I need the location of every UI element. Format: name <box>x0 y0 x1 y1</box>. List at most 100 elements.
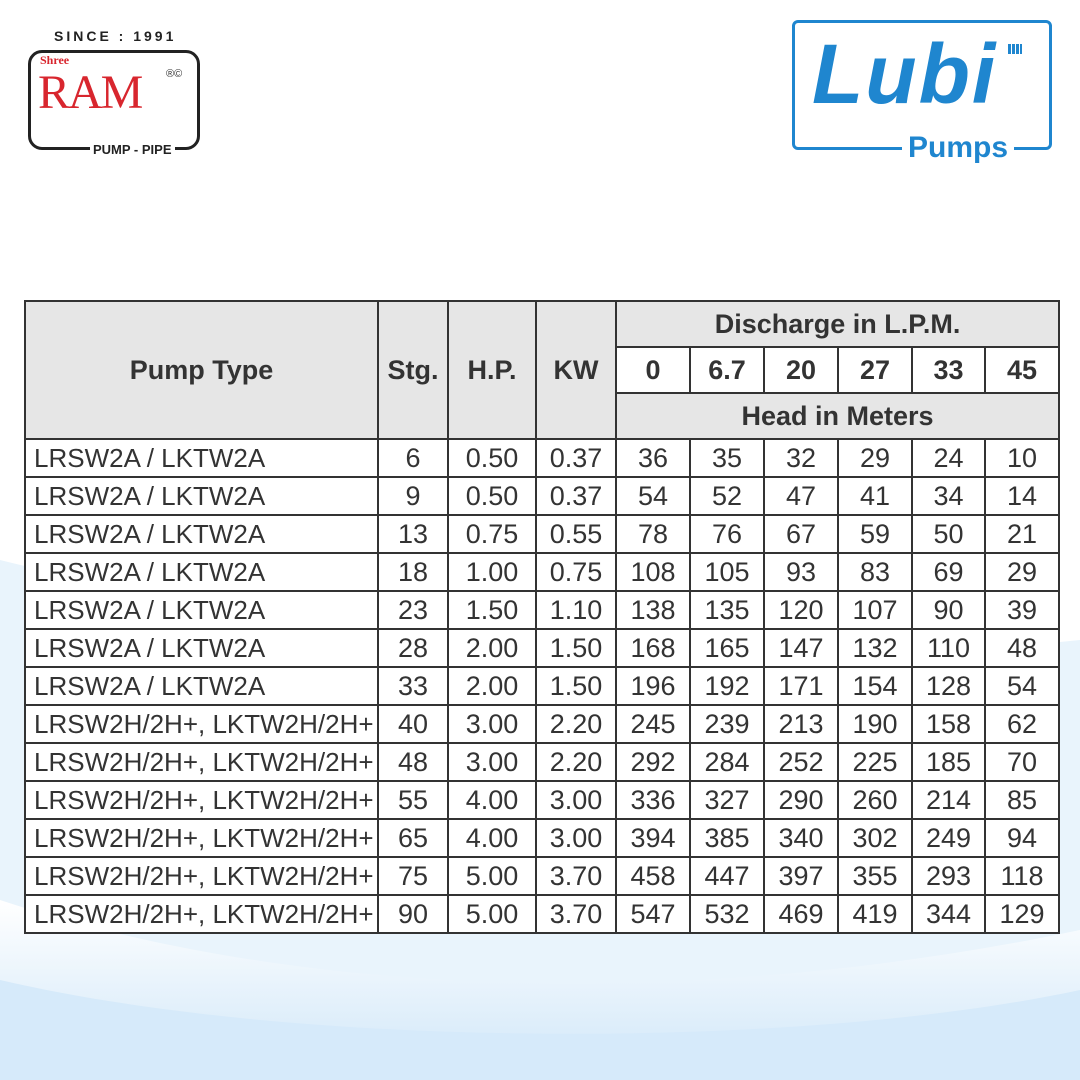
discharge-value: 33 <box>911 346 986 394</box>
stg-cell: 28 <box>377 628 449 668</box>
head-cell: 35 <box>689 438 765 478</box>
head-cell: 24 <box>911 438 986 478</box>
pump-type-cell: LRSW2H/2H+, LKTW2H/2H+ <box>24 780 379 820</box>
stg-cell: 65 <box>377 818 449 858</box>
kw-cell: 0.37 <box>535 438 617 478</box>
head-cell: 284 <box>689 742 765 782</box>
stg-cell: 23 <box>377 590 449 630</box>
hp-cell: 2.00 <box>447 628 537 668</box>
hp-cell: 4.00 <box>447 780 537 820</box>
kw-cell: 3.00 <box>535 818 617 858</box>
hp-cell: 3.00 <box>447 742 537 782</box>
head-cell: 29 <box>983 552 1061 592</box>
head-cell: 252 <box>763 742 839 782</box>
head-cell: 39 <box>983 590 1061 630</box>
head-cell: 52 <box>689 476 765 516</box>
table-row: LRSW2A / LKTW2A 6 0.50 0.37 36 35 32 29 24 10 <box>24 438 1061 478</box>
stg-cell: 55 <box>377 780 449 820</box>
stg-cell: 13 <box>377 514 449 554</box>
stg-cell: 40 <box>377 704 449 744</box>
table-row: LRSW2H/2H+, LKTW2H/2H+ 48 3.00 2.20 292 284 25… <box>24 742 1061 782</box>
head-cell: 118 <box>983 856 1061 896</box>
kw-cell: 0.75 <box>535 552 617 592</box>
table-row: LRSW2H/2H+, LKTW2H/2H+ 90 5.00 3.70 547 532 46… <box>24 894 1061 934</box>
head-cell: 135 <box>689 590 765 630</box>
head-cell: 54 <box>983 666 1061 706</box>
header-kw: KW <box>535 300 617 440</box>
head-cell: 129 <box>983 894 1061 934</box>
head-cell: 344 <box>911 894 986 934</box>
head-cell: 107 <box>837 590 913 630</box>
head-cell: 132 <box>837 628 913 668</box>
table-row: LRSW2A / LKTW2A 33 2.00 1.50 196 192 171 154 128… <box>24 666 1061 706</box>
head-cell: 85 <box>983 780 1061 820</box>
head-cell: 547 <box>615 894 691 934</box>
head-cell: 48 <box>983 628 1061 668</box>
stg-cell: 6 <box>377 438 449 478</box>
head-cell: 260 <box>837 780 913 820</box>
head-cell: 83 <box>837 552 913 592</box>
head-cell: 171 <box>763 666 839 706</box>
kw-cell: 3.70 <box>535 894 617 934</box>
hp-cell: 5.00 <box>447 856 537 896</box>
table-row: LRSW2A / LKTW2A 9 0.50 0.37 54 52 47 41 34 14 <box>24 476 1061 516</box>
head-cell: 165 <box>689 628 765 668</box>
head-cell: 532 <box>689 894 765 934</box>
pump-type-cell: LRSW2H/2H+, LKTW2H/2H+ <box>24 894 379 934</box>
pump-type-cell: LRSW2A / LKTW2A <box>24 666 379 706</box>
logo-pumps: Pumps <box>902 132 1015 164</box>
stg-cell: 48 <box>377 742 449 782</box>
kw-cell: 0.55 <box>535 514 617 554</box>
head-cell: 447 <box>689 856 765 896</box>
head-cell: 185 <box>911 742 986 782</box>
hp-cell: 0.75 <box>447 514 537 554</box>
head-cell: 340 <box>763 818 839 858</box>
head-cell: 62 <box>983 704 1061 744</box>
head-cell: 190 <box>837 704 913 744</box>
head-cell: 21 <box>983 514 1061 554</box>
head-cell: 50 <box>911 514 986 554</box>
head-cell: 14 <box>983 476 1061 516</box>
stg-cell: 33 <box>377 666 449 706</box>
head-cell: 192 <box>689 666 765 706</box>
head-cell: 419 <box>837 894 913 934</box>
pump-type-cell: LRSW2A / LKTW2A <box>24 438 379 478</box>
table-row: LRSW2H/2H+, LKTW2H/2H+ 55 4.00 3.00 336 327 29… <box>24 780 1061 820</box>
head-cell: 385 <box>689 818 765 858</box>
table-row: LRSW2H/2H+, LKTW2H/2H+ 75 5.00 3.70 458 447 39… <box>24 856 1061 896</box>
pump-type-cell: LRSW2A / LKTW2A <box>24 514 379 554</box>
head-cell: 239 <box>689 704 765 744</box>
stg-cell: 90 <box>377 894 449 934</box>
logo-lubi: Lubi <box>812 27 998 121</box>
kw-cell: 1.50 <box>535 666 617 706</box>
kw-cell: 2.20 <box>535 704 617 744</box>
table-row: LRSW2H/2H+, LKTW2H/2H+ 65 4.00 3.00 394 385 34… <box>24 818 1061 858</box>
table-row: LRSW2A / LKTW2A 18 1.00 0.75 108 105 93 83 69 29 <box>24 552 1061 592</box>
head-cell: 327 <box>689 780 765 820</box>
header-head: Head in Meters <box>614 392 1061 440</box>
discharge-value: 45 <box>983 346 1061 394</box>
logo-ram: RAM <box>38 66 143 119</box>
discharge-values-row: 0 6.7 20 27 33 45 <box>25 346 1061 394</box>
head-cell: 292 <box>615 742 691 782</box>
lubi-pumps-logo: Lubi Pumps <box>790 18 1054 164</box>
hp-cell: 0.50 <box>447 476 537 516</box>
header-pump-type: Pump Type <box>24 300 379 440</box>
head-cell: 154 <box>837 666 913 706</box>
stg-cell: 9 <box>377 476 449 516</box>
pump-spec-table: Pump Type Stg. H.P. KW Discharge in L.P.… <box>24 300 1061 934</box>
head-cell: 249 <box>911 818 986 858</box>
head-cell: 29 <box>837 438 913 478</box>
kw-cell: 3.70 <box>535 856 617 896</box>
header-discharge: Discharge in L.P.M. <box>614 300 1061 348</box>
discharge-value: 0 <box>615 346 691 394</box>
table-row: LRSW2H/2H+, LKTW2H/2H+ 40 3.00 2.20 245 239 21… <box>24 704 1061 744</box>
head-cell: 59 <box>837 514 913 554</box>
head-cell: 168 <box>615 628 691 668</box>
hp-cell: 3.00 <box>447 704 537 744</box>
head-cell: 90 <box>911 590 986 630</box>
logo-tagline: PUMP - PIPE <box>90 142 175 157</box>
head-cell: 214 <box>911 780 986 820</box>
pump-type-cell: LRSW2A / LKTW2A <box>24 590 379 630</box>
pump-type-cell: LRSW2A / LKTW2A <box>24 476 379 516</box>
